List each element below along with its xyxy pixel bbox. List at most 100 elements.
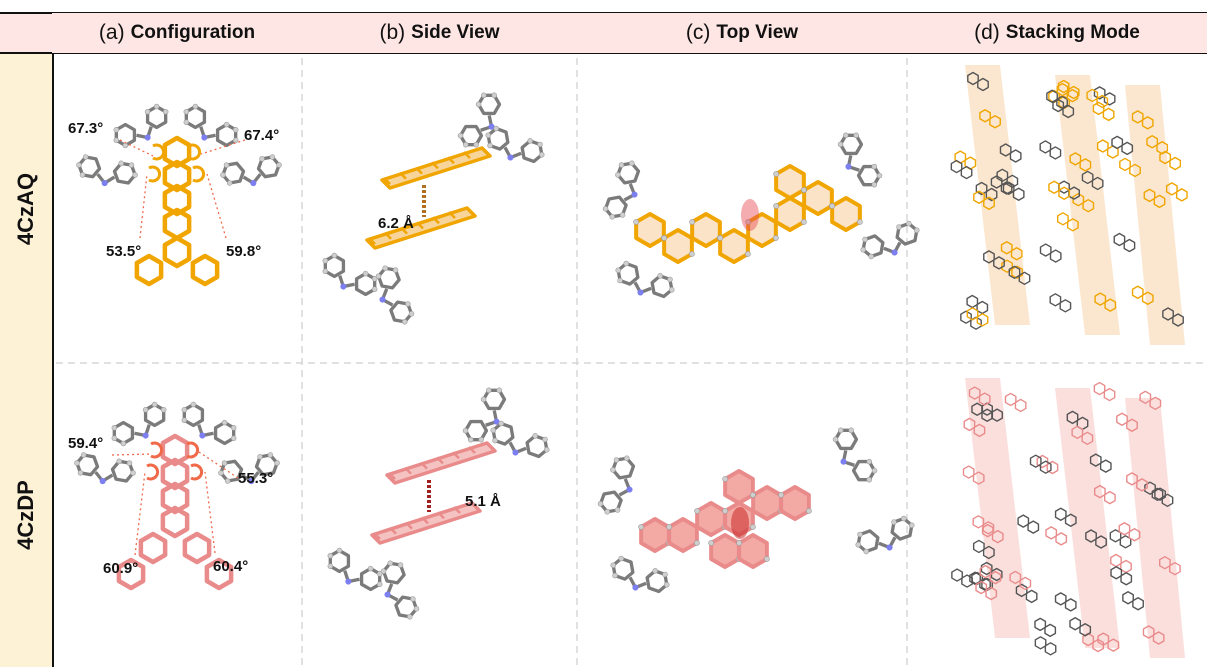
ring xyxy=(1126,418,1138,432)
hydrogen-atom xyxy=(855,541,861,548)
ring xyxy=(1062,104,1075,119)
hydrogen-atom xyxy=(688,251,695,257)
bond xyxy=(415,166,423,175)
ring xyxy=(979,109,991,123)
ring xyxy=(1000,241,1013,255)
ring xyxy=(971,402,984,416)
ring xyxy=(1120,572,1133,586)
hydrogen-atom xyxy=(609,214,616,220)
row-label-divider xyxy=(52,54,54,667)
hydrogen-atom xyxy=(857,531,863,538)
hydrogen-atom xyxy=(111,425,118,431)
carbazole-group xyxy=(610,555,670,594)
leader-line xyxy=(204,471,216,554)
hydrogen-atom xyxy=(832,436,839,443)
nitrogen-atom xyxy=(632,584,639,591)
ring xyxy=(1082,632,1095,647)
ring xyxy=(160,505,190,539)
hydrogen-atom xyxy=(267,452,274,458)
ring xyxy=(138,531,168,565)
column-title: Side View xyxy=(411,22,500,43)
leader-line xyxy=(206,173,227,239)
hydrogen-atom xyxy=(490,427,496,434)
hydrogen-atom xyxy=(232,127,239,133)
ring xyxy=(1146,135,1159,149)
hydrogen-atom xyxy=(853,132,859,139)
hydrogen-atom xyxy=(542,436,548,443)
ring xyxy=(1103,387,1116,402)
hydrogen-atom xyxy=(638,524,645,530)
nitrogen-atom xyxy=(637,289,644,296)
ring xyxy=(1149,396,1162,411)
ring xyxy=(991,529,1004,544)
hydrogen-atom xyxy=(128,162,135,168)
hydrogen-atom xyxy=(230,435,237,442)
bond xyxy=(437,511,445,520)
hydrogen-atom xyxy=(617,277,623,284)
ring xyxy=(1071,425,1084,440)
hydrogen-atom xyxy=(120,440,127,447)
angle-label: 59.4° xyxy=(68,435,104,452)
ring xyxy=(1001,259,1013,273)
torsion-arrow xyxy=(146,463,160,481)
hydrogen-atom xyxy=(496,387,503,394)
bond xyxy=(421,516,429,525)
column-header-stacking-mode: (d) Stacking Mode xyxy=(907,13,1207,53)
ring xyxy=(1009,149,1022,163)
hydrogen-atom xyxy=(837,427,844,434)
row-label-cell-1: 4CzAQ xyxy=(0,54,52,363)
bond xyxy=(368,237,376,245)
bond xyxy=(405,521,413,530)
ring xyxy=(1049,249,1062,263)
ring xyxy=(976,300,989,315)
hydrogen-atom xyxy=(132,172,138,178)
column-letter: (b) xyxy=(379,21,406,44)
angle-label: 60.4° xyxy=(213,558,249,575)
ring xyxy=(1141,116,1154,130)
hydrogen-atom xyxy=(457,132,464,139)
ring xyxy=(981,408,994,422)
ring xyxy=(973,423,986,438)
ring xyxy=(973,190,985,204)
ring xyxy=(1110,553,1122,568)
ring xyxy=(1118,522,1131,536)
ring xyxy=(983,250,995,264)
ring xyxy=(1085,529,1097,543)
stacking-column xyxy=(1125,85,1185,345)
hydrogen-atom xyxy=(498,420,504,427)
hydrogen-atom xyxy=(667,276,673,283)
stacking-distance-label: 5.1 Å xyxy=(465,493,501,510)
ring xyxy=(1081,431,1094,446)
ring xyxy=(968,386,981,400)
nitrogen-atom xyxy=(199,432,206,439)
ring xyxy=(1089,453,1102,467)
carbazole-group xyxy=(111,401,167,447)
hydrogen-atom xyxy=(462,427,469,434)
hydrogen-atom xyxy=(749,492,756,498)
ring xyxy=(1002,181,1015,195)
ring xyxy=(1056,82,1069,97)
hydrogen-atom xyxy=(615,172,621,178)
ring xyxy=(972,515,985,529)
hydrogen-atom xyxy=(232,137,239,144)
ring xyxy=(1099,459,1112,473)
hydrogen-atom xyxy=(694,508,701,514)
ring xyxy=(160,457,190,491)
ring xyxy=(1131,285,1144,299)
hydrogen-atom xyxy=(868,253,874,260)
ring xyxy=(1093,484,1106,499)
nitrogen-atom xyxy=(142,432,149,439)
carbazole-group xyxy=(490,420,550,459)
column-header-top-view: (c) Top View xyxy=(577,13,907,53)
ring xyxy=(774,196,806,232)
ring xyxy=(639,517,671,553)
hydrogen-atom xyxy=(800,187,807,193)
leader-line xyxy=(111,453,152,456)
ring xyxy=(972,539,985,554)
stacking-mode-structure xyxy=(951,378,1185,658)
hydrogen-atom xyxy=(661,235,668,241)
carbazole-group xyxy=(837,132,883,188)
ring xyxy=(1057,79,1070,94)
ring xyxy=(1092,101,1105,116)
